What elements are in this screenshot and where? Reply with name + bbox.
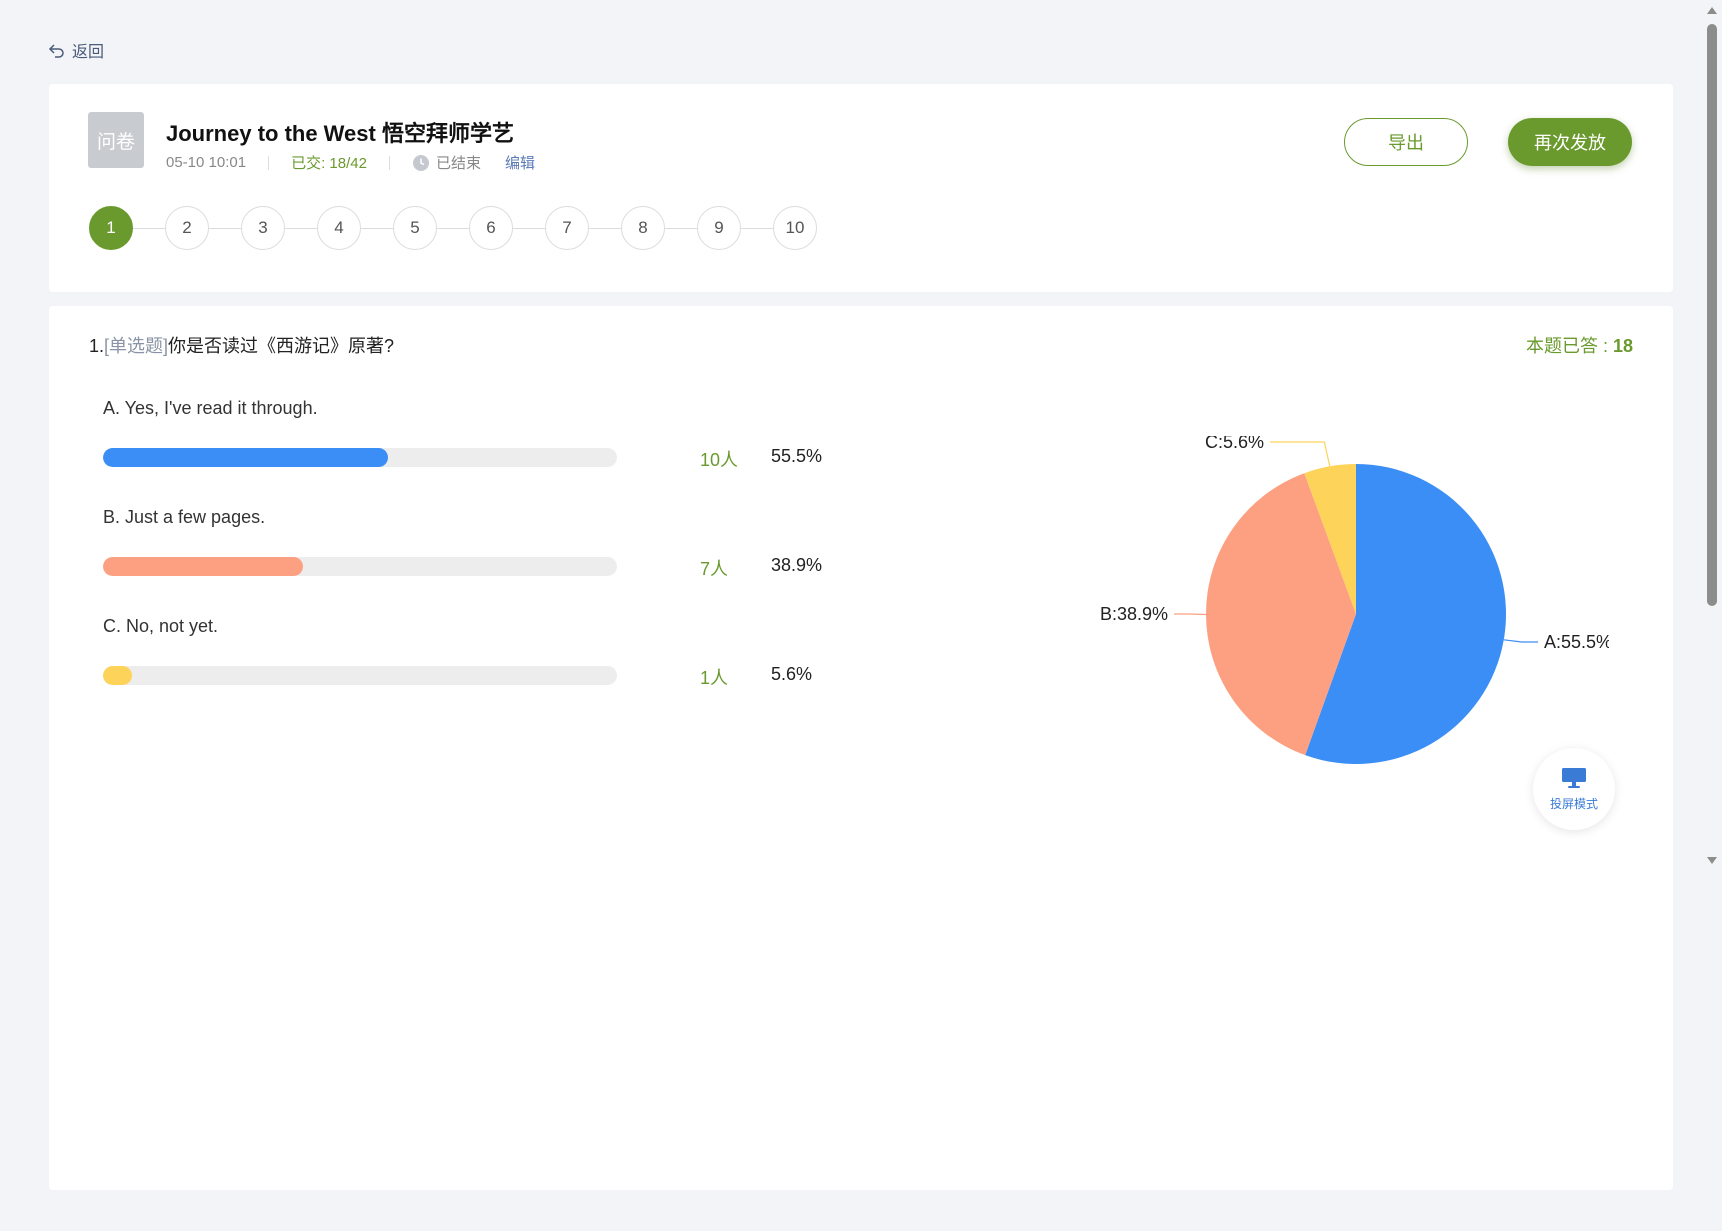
step-5[interactable]: 5: [393, 206, 437, 250]
scroll-down-icon[interactable]: [1707, 857, 1717, 864]
step-connector: [665, 227, 697, 229]
survey-type-badge: 问卷: [88, 112, 144, 168]
option-progress-bar: [103, 557, 617, 576]
question-result-card: 1.[单选题]你是否读过《西游记》原著? 本题已答 : 18 A. Yes, I…: [49, 306, 1673, 1190]
step-connector: [361, 227, 393, 229]
return-arrow-icon: [48, 44, 64, 58]
pie-slice-b[interactable]: [1206, 473, 1356, 756]
answered-label: 本题已答 :: [1525, 336, 1613, 356]
step-connector: [285, 227, 317, 229]
survey-meta: 05-10 10:01 已交: 18/42 已结束 编辑: [166, 152, 535, 173]
option-count: 10人: [700, 450, 739, 470]
option-progress-fill: [103, 557, 303, 576]
step-connector: [133, 227, 165, 229]
clock-icon: [412, 154, 429, 171]
survey-date: 05-10 10:01: [166, 154, 247, 171]
option-progress-bar: [103, 666, 617, 685]
option-progress-fill: [103, 448, 389, 467]
step-6[interactable]: 6: [469, 206, 513, 250]
back-label: 返回: [72, 44, 105, 61]
meta-divider: [268, 155, 270, 170]
screen-mode-button[interactable]: 投屏模式: [1533, 748, 1615, 830]
question-type: [单选题]: [104, 336, 169, 356]
pie-label-line: [1270, 441, 1331, 467]
step-10[interactable]: 10: [773, 206, 817, 250]
option-label: C. No, not yet.: [103, 616, 219, 636]
pie-slice-c[interactable]: [1304, 464, 1356, 614]
edit-link[interactable]: 编辑: [504, 155, 535, 172]
question-text: 你是否读过《西游记》原著?: [168, 336, 395, 356]
step-connector: [589, 227, 621, 229]
meta-divider: [388, 155, 390, 170]
step-4[interactable]: 4: [317, 206, 361, 250]
question-number: 1.: [89, 336, 105, 356]
question-title: 1.[单选题]你是否读过《西游记》原著?: [89, 332, 394, 358]
option-count: 7人: [700, 559, 729, 579]
step-8[interactable]: 8: [621, 206, 665, 250]
survey-status: 已结束: [412, 152, 481, 173]
step-7[interactable]: 7: [545, 206, 589, 250]
page-scrollbar[interactable]: [1702, 0, 1722, 874]
export-button[interactable]: 导出: [1344, 118, 1468, 166]
scroll-up-icon[interactable]: [1707, 7, 1717, 14]
step-9[interactable]: 9: [697, 206, 741, 250]
option-progress-fill: [103, 666, 132, 685]
monitor-icon: [1562, 767, 1586, 788]
pie-label-line: [1503, 639, 1538, 643]
step-3[interactable]: 3: [241, 206, 285, 250]
pie-slice-a[interactable]: [1305, 464, 1506, 764]
survey-header-card: 问卷 Journey to the West 悟空拜师学艺 05-10 10:0…: [49, 84, 1673, 292]
option-percent: 38.9%: [771, 555, 823, 575]
option-count: 1人: [700, 668, 729, 688]
option-row: B. Just a few pages. 7人 38.9%: [103, 507, 822, 579]
step-connector: [209, 227, 241, 229]
step-connector: [437, 227, 469, 229]
submitted-count: 已交: 18/42: [291, 155, 367, 172]
step-connector: [513, 227, 545, 229]
status-label: 已结束: [435, 155, 481, 172]
screen-mode-label: 投屏模式: [1549, 796, 1598, 811]
pie-chart: A:55.5% B:38.9% C:5.6%: [1100, 436, 1609, 764]
option-percent: 5.6%: [771, 664, 813, 684]
answered-count: 本题已答 : 18: [1526, 332, 1633, 358]
back-link[interactable]: 返回: [48, 38, 104, 62]
step-connector: [741, 227, 773, 229]
step-1[interactable]: 1: [89, 206, 133, 250]
step-2[interactable]: 2: [165, 206, 209, 250]
pie-label: C:5.6%: [1205, 436, 1264, 452]
option-row: C. No, not yet. 1人 5.6%: [103, 616, 812, 688]
option-label: A. Yes, I've read it through.: [103, 398, 318, 418]
scrollbar-thumb[interactable]: [1707, 24, 1717, 606]
question-stepper: 1 2 3 4 5 6 7 8 9 10: [89, 206, 817, 250]
option-percent: 55.5%: [771, 446, 823, 466]
pie-label: A:55.5%: [1544, 632, 1609, 652]
pie-label: B:38.9%: [1100, 604, 1168, 624]
answered-number: 18: [1612, 336, 1633, 356]
option-progress-bar: [103, 448, 617, 467]
option-label: B. Just a few pages.: [103, 507, 266, 527]
option-row: A. Yes, I've read it through. 10人 55.5%: [103, 398, 822, 470]
survey-title: Journey to the West 悟空拜师学艺: [166, 121, 514, 146]
resend-button[interactable]: 再次发放: [1508, 118, 1632, 166]
